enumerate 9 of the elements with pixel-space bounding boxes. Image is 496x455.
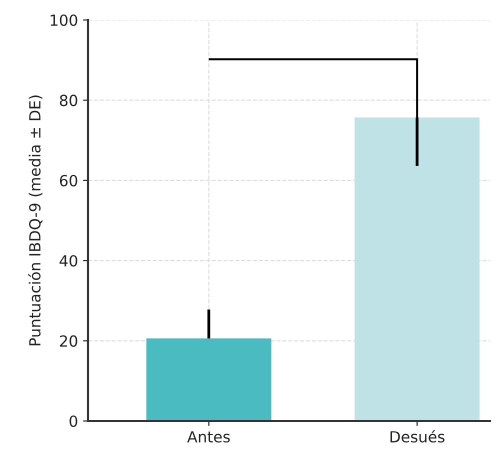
x-tick-label: Antes	[187, 431, 230, 443]
y-tick-label: 40	[60, 255, 78, 267]
y-tick-label: 0	[70, 415, 78, 428]
x-tick-label: Desués	[390, 430, 444, 443]
y-tick-label: 20	[60, 335, 78, 347]
y-tick-label: 80	[60, 94, 78, 106]
y-tick-label: 100	[50, 14, 78, 26]
y-tick-label: 60	[60, 174, 78, 186]
y-axis-title: Puntuación IBDQ-9 (media ± DE)	[28, 96, 42, 346]
